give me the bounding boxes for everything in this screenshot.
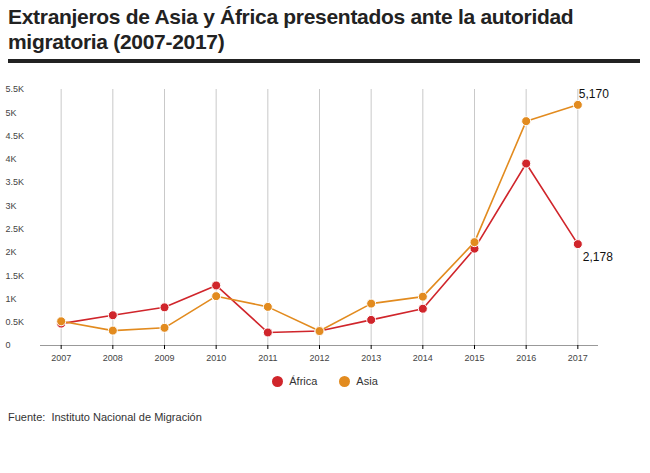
svg-text:5.5K: 5.5K — [6, 84, 25, 94]
html-text:Fuente: Instituto Nacional de: Fuente: Instituto Nacional de Migración — [8, 411, 202, 423]
svg-text:5K: 5K — [6, 108, 17, 118]
svg-text:1.5K: 1.5K — [6, 271, 25, 281]
html-text:Extranjeros de Asia y África p: Extranjeros de Asia y África presentados… — [8, 5, 574, 53]
svg-text:2014: 2014 — [413, 353, 433, 363]
svg-text:0: 0 — [6, 340, 11, 350]
svg-text:2008: 2008 — [103, 353, 123, 363]
svg-text:4K: 4K — [6, 154, 17, 164]
svg-text:2.5K: 2.5K — [6, 224, 25, 234]
svg-text:3.5K: 3.5K — [6, 177, 25, 187]
svg-text:2K: 2K — [6, 247, 17, 257]
svg-text:2011: 2011 — [258, 353, 277, 363]
svg-text:2010: 2010 — [206, 353, 226, 363]
svg-text:3K: 3K — [6, 201, 17, 211]
svg-text:2015: 2015 — [464, 353, 484, 363]
svg-text:5,170: 5,170 — [579, 87, 609, 101]
html-text:África: África — [289, 375, 318, 387]
svg-text:2009: 2009 — [154, 353, 174, 363]
svg-text:2007: 2007 — [51, 353, 71, 363]
svg-text:0.5K: 0.5K — [6, 317, 25, 327]
svg-text:2013: 2013 — [361, 353, 381, 363]
svg-text:2016: 2016 — [516, 353, 536, 363]
svg-text:1K: 1K — [6, 294, 17, 304]
html-text:Asia: Asia — [356, 375, 378, 387]
svg-text:2012: 2012 — [309, 353, 329, 363]
svg-text:2017: 2017 — [568, 353, 588, 363]
svg-text:2,178: 2,178 — [583, 250, 613, 264]
svg-text:4.5K: 4.5K — [6, 131, 25, 141]
